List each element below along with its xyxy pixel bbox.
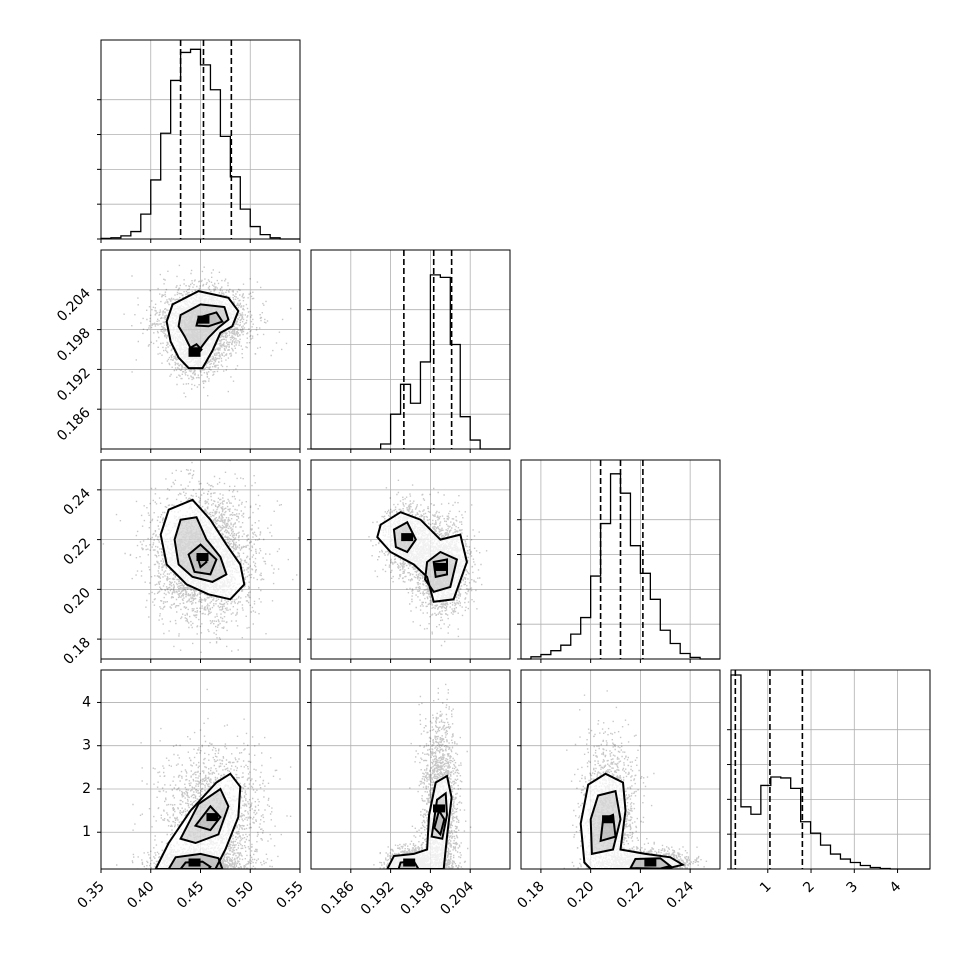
panel-content	[368, 479, 488, 647]
grid-lines	[100, 40, 301, 239]
density-peak	[401, 533, 414, 542]
panel-frame	[310, 669, 511, 870]
y-tick-label: 1	[82, 824, 91, 840]
contour-line	[167, 852, 224, 869]
panel-content	[563, 690, 719, 869]
x-tick-label: 2	[800, 879, 818, 897]
grid-lines	[731, 670, 930, 869]
histogram-step	[311, 274, 510, 450]
contour-line	[386, 774, 453, 869]
x-tick-label: 0.24	[664, 878, 697, 911]
histogram-panel-2	[517, 459, 721, 660]
contour-line	[179, 787, 230, 845]
scatter-panel-2-3	[520, 669, 721, 870]
y-tick-label: 0.204	[54, 285, 94, 325]
density-peak	[206, 813, 219, 822]
y-tick-label: 4	[82, 694, 91, 710]
x-tick-label: 3	[843, 879, 861, 897]
density-fill	[377, 512, 467, 602]
density-peak	[188, 858, 201, 867]
panel-frame	[520, 669, 721, 870]
density-peak	[197, 315, 210, 324]
panel-content	[123, 264, 292, 398]
density-fill	[180, 789, 229, 843]
contour-line	[599, 813, 617, 843]
histogram-panel-3	[727, 669, 931, 870]
scatter-panel-0-3	[100, 669, 301, 870]
grid-lines	[521, 670, 720, 869]
scatter-points	[116, 688, 292, 869]
x-tick-label: 0.55	[273, 879, 306, 912]
y-tick-label: 0.24	[60, 485, 93, 518]
histogram-step	[100, 48, 300, 240]
panel-content	[373, 683, 472, 869]
contour-line	[424, 550, 459, 593]
contour-line	[193, 804, 222, 832]
x-tick-label: 1	[757, 879, 775, 897]
x-tick-label: 0.45	[174, 879, 207, 912]
density-fill	[580, 773, 683, 869]
density-peak	[434, 562, 447, 571]
density-fill	[160, 499, 245, 600]
contour-line	[579, 772, 686, 869]
x-tick-label: 0.20	[564, 879, 597, 912]
contour-line	[433, 808, 446, 837]
x-tick-label: 0.192	[358, 879, 398, 919]
y-tick-label: 0.18	[60, 635, 93, 668]
contour-line	[195, 311, 224, 328]
contour-line	[589, 789, 622, 856]
y-tick-label: 0.192	[54, 365, 94, 405]
contour-line	[173, 516, 228, 583]
density-peak	[196, 553, 209, 562]
x-tick-label: 0.40	[124, 879, 157, 912]
scatter-panel-1-3	[310, 669, 511, 870]
histogram-panel-0	[97, 39, 301, 240]
x-tick-label: 4	[887, 878, 905, 896]
x-tick-label: 0.186	[318, 878, 358, 918]
density-peak	[644, 858, 657, 867]
y-tick-label: 3	[82, 738, 91, 754]
contour-line	[159, 498, 246, 601]
density-peak	[403, 858, 416, 867]
x-tick-label: 0.22	[614, 879, 647, 912]
y-tick-label: 0.186	[54, 405, 94, 445]
y-tick-label: 0.22	[60, 535, 93, 568]
histogram-panel-1	[307, 249, 511, 450]
panel-content	[116, 688, 292, 869]
density-peak	[433, 804, 446, 813]
y-tick-label: 0.198	[54, 325, 94, 365]
density-peak	[188, 348, 201, 357]
scatter-panel-0-1	[100, 249, 301, 450]
x-tick-label: 0.50	[224, 879, 257, 912]
panel-content	[102, 460, 300, 659]
grid-lines	[311, 670, 510, 869]
contour-line	[432, 558, 448, 579]
y-tick-label: 0.20	[60, 585, 93, 618]
contour-line	[376, 511, 468, 603]
contour-line	[179, 860, 212, 869]
contour-line	[154, 772, 242, 869]
panel-frame	[730, 669, 931, 870]
density-fill	[166, 291, 239, 369]
scatter-panel-0-2	[100, 459, 301, 660]
contour-line	[392, 520, 417, 554]
panel-frame	[310, 249, 511, 450]
grid-lines	[311, 250, 510, 449]
panel-frame	[520, 459, 721, 660]
x-tick-label: 0.198	[398, 879, 438, 919]
density-peak	[602, 815, 615, 824]
x-tick-label: 0.35	[74, 879, 107, 912]
scatter-panel-1-2	[310, 459, 511, 660]
histogram-step	[730, 674, 930, 870]
contour-line	[177, 303, 230, 350]
x-tick-label: 0.204	[437, 878, 477, 918]
x-tick-label: 0.18	[514, 879, 547, 912]
density-fill	[387, 776, 452, 869]
contour-line	[187, 543, 218, 576]
panel-frame	[310, 459, 511, 660]
y-tick-label: 2	[82, 781, 91, 797]
scatter-points	[373, 683, 472, 869]
contour-line	[165, 290, 240, 370]
